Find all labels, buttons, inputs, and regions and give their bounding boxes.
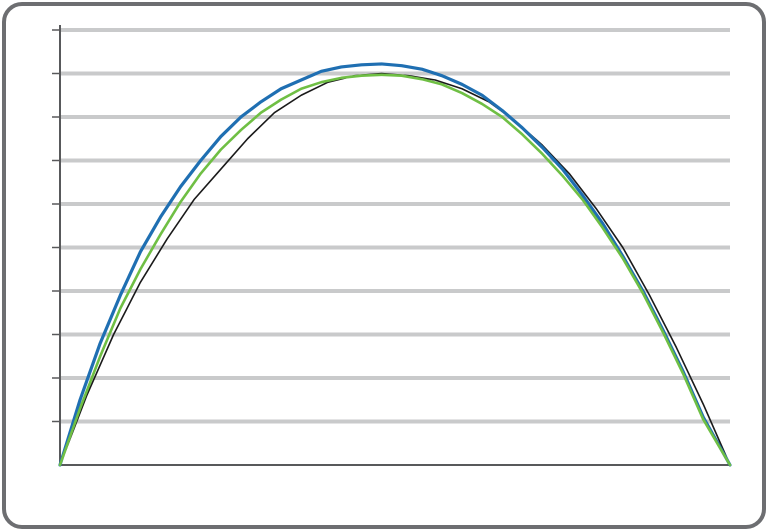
chart-frame xyxy=(0,0,768,531)
line-chart xyxy=(0,0,768,531)
